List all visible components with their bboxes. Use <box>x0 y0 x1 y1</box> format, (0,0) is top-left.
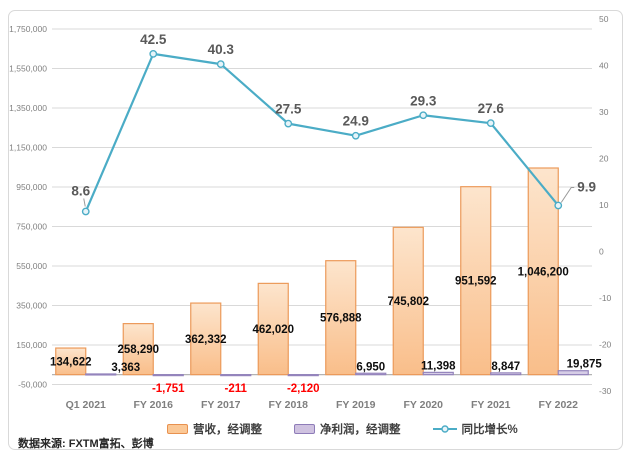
legend-item-net-profit: 净利润，经调整 <box>294 421 401 437</box>
growth-line-label: 24.9 <box>343 114 369 129</box>
legend-item-growth: 同比增长% <box>432 421 518 437</box>
revenue-bar-label: 134,622 <box>50 356 92 368</box>
net-profit-bar-label: 3,363 <box>111 362 140 374</box>
revenue-bar-label: 576,888 <box>320 313 362 325</box>
left-axis-tick-label: 950,000 <box>16 182 47 192</box>
revenue-bar <box>55 347 87 376</box>
chart-frame <box>8 10 623 450</box>
net-profit-bar <box>422 371 454 376</box>
right-axis-tick-label: 20 <box>599 154 609 164</box>
category-label: FY 2018 <box>268 399 308 411</box>
right-axis-tick-label: 40 <box>599 61 609 71</box>
growth-line-label: 27.5 <box>275 102 302 117</box>
revenue-bar-label: 951,592 <box>455 276 497 288</box>
growth-line-label: 40.3 <box>208 42 235 57</box>
growth-line-marker <box>351 131 360 140</box>
growth-line-marker <box>81 207 90 216</box>
growth-line-label: 29.3 <box>410 93 437 108</box>
growth-line <box>84 52 560 212</box>
net-profit-bar <box>490 372 522 376</box>
net-profit-bar <box>85 373 117 376</box>
revenue-bar <box>460 186 492 376</box>
category-label: Q1 2021 <box>66 399 106 411</box>
growth-series-swatch <box>432 425 457 433</box>
left-axis-tick-label: 550,000 <box>16 261 47 271</box>
growth-line-marker <box>554 201 563 210</box>
net-profit-bar <box>355 372 387 376</box>
growth-line-marker <box>216 60 225 69</box>
left-axis-tick-label: 150,000 <box>16 340 47 350</box>
revenue-bar-label: 462,020 <box>252 324 294 336</box>
source-note: 数据来源: FXTM富拓、彭博 <box>18 438 154 450</box>
revenue-bar-label: 745,802 <box>387 296 429 308</box>
revenue-bar <box>257 282 289 376</box>
net-profit-bar-label: 19,875 <box>567 359 603 371</box>
growth-line-marker <box>419 111 428 120</box>
growth-line-marker <box>486 119 495 128</box>
revenue-bar <box>325 260 357 376</box>
revenue-bar <box>527 167 559 376</box>
net-profit-bar-label: -1,751 <box>152 383 185 395</box>
chart-legend: 营收，经调整 净利润，经调整 同比增长% <box>167 421 518 437</box>
right-axis-tick-label: -20 <box>599 340 612 350</box>
net-profit-bar <box>152 374 184 377</box>
left-axis-tick-label: 1,550,000 <box>9 64 47 74</box>
growth-line-label: 9.9 <box>577 179 596 194</box>
left-axis-tick-label: 1,750,000 <box>9 24 47 34</box>
growth-line-label: 8.6 <box>71 184 90 199</box>
right-axis-tick-label: 10 <box>599 200 609 210</box>
category-label: FY 2017 <box>201 399 241 411</box>
growth-line-label: 27.6 <box>478 101 505 116</box>
net-profit-bar <box>220 374 252 377</box>
revenue-bar <box>392 226 424 376</box>
net-profit-bar-label: 11,398 <box>421 360 456 372</box>
left-axis-tick-label: 1,350,000 <box>9 103 47 113</box>
revenue-bar <box>190 302 222 376</box>
revenue-bar-label: 1,046,200 <box>518 266 569 278</box>
legend-item-revenue: 营收，经调整 <box>167 421 262 437</box>
legend-label-net-profit: 净利润，经调整 <box>320 424 401 436</box>
net-profit-series-swatch <box>294 424 315 434</box>
left-axis-tick-label: 750,000 <box>16 222 47 232</box>
left-axis-tick-label: 350,000 <box>16 301 47 311</box>
legend-label-revenue: 营收，经调整 <box>193 424 262 436</box>
left-axis-tick-label: 1,150,000 <box>9 143 47 153</box>
growth-line-label: 42.5 <box>140 32 167 47</box>
label-leader-line <box>560 186 575 203</box>
right-axis-tick-label: 50 <box>599 14 609 24</box>
right-axis-tick-label: -30 <box>599 386 612 396</box>
growth-line-marker <box>149 49 158 58</box>
category-label: FY 2016 <box>133 399 173 411</box>
right-axis-tick-label: -10 <box>599 293 612 303</box>
net-profit-bar-label: 6,950 <box>356 361 385 373</box>
legend-label-growth: 同比增长% <box>461 424 518 436</box>
revenue-bar <box>122 323 154 376</box>
net-profit-bar-label: -2,120 <box>287 383 320 395</box>
category-label: FY 2022 <box>538 399 578 411</box>
right-axis-tick-label: 0 <box>599 247 604 257</box>
right-axis-tick-label: 30 <box>599 107 609 117</box>
revenue-bar-label: 258,290 <box>117 344 159 356</box>
revenue-bar-label: 362,332 <box>185 334 227 346</box>
left-axis-tick-label: -50,000 <box>18 380 47 390</box>
category-label: FY 2019 <box>336 399 376 411</box>
growth-line-marker <box>284 119 293 128</box>
revenue-series-swatch <box>167 424 188 434</box>
net-profit-bar <box>287 374 319 377</box>
net-profit-bar-label: -211 <box>225 383 248 395</box>
category-label: FY 2020 <box>403 399 443 411</box>
net-profit-bar <box>557 370 589 376</box>
label-leader-line <box>83 198 86 207</box>
net-profit-bar-label: 8,847 <box>491 361 520 373</box>
category-label: FY 2021 <box>471 399 511 411</box>
